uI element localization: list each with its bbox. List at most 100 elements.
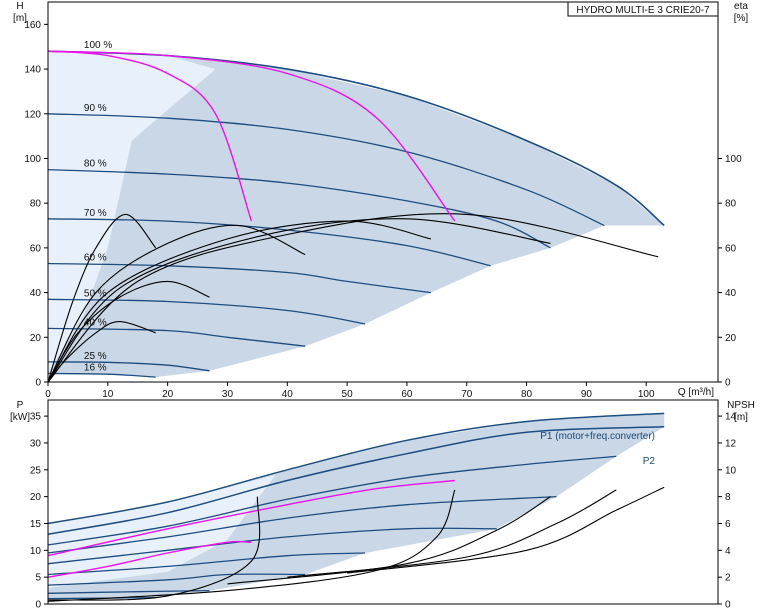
p2-series-label: P2 bbox=[643, 456, 656, 467]
npsh-y2-tick-label: 8 bbox=[725, 492, 731, 503]
power-curve bbox=[47, 455, 617, 546]
power-curve bbox=[47, 495, 557, 554]
x-tick-label: 50 bbox=[342, 389, 354, 400]
y-tick-label: 140 bbox=[24, 65, 41, 76]
y2-tick-labels: 0 20 40 60 80 100 bbox=[718, 154, 742, 389]
y2-axis-label-line1: eta bbox=[734, 1, 748, 12]
efficiency-curves bbox=[47, 213, 659, 383]
efficiency-curve bbox=[47, 280, 210, 383]
power-curve bbox=[47, 412, 665, 525]
speed-label: 60 % bbox=[84, 253, 107, 264]
efficiency-curve bbox=[47, 218, 551, 383]
limit-curve bbox=[47, 50, 456, 222]
limit-curve bbox=[47, 50, 253, 222]
npsh-y2-tick-label: 12 bbox=[725, 438, 737, 449]
y-tick-label: 120 bbox=[24, 109, 41, 120]
efficiency-curve bbox=[47, 220, 432, 383]
y-tick-label: 80 bbox=[30, 199, 42, 210]
npsh-curve bbox=[47, 489, 456, 602]
head-curve bbox=[47, 113, 605, 227]
head-efficiency-chart: 0 10 20 30 40 50 60 70 80 90 100 0 20 40 60 80 100 120 14… bbox=[13, 1, 748, 400]
power-curves bbox=[47, 412, 665, 600]
speed-label: 90 % bbox=[84, 103, 107, 114]
speed-label: 50 % bbox=[84, 288, 107, 299]
power-envelope bbox=[48, 413, 665, 599]
power-y-tick-label: 15 bbox=[30, 519, 42, 530]
y2-tick-label: 20 bbox=[725, 333, 737, 344]
limit-curves bbox=[47, 50, 456, 222]
speed-label: 40 % bbox=[84, 317, 107, 328]
npsh-y2-tick-label: 14 bbox=[725, 412, 737, 423]
power-curve bbox=[47, 552, 366, 576]
npsh-y2-tick-label: 0 bbox=[725, 600, 731, 611]
power-axis-label-line1: P bbox=[17, 400, 24, 411]
x-tick-label: 100 bbox=[638, 389, 655, 400]
npsh-curve bbox=[347, 486, 665, 574]
x-tick-label: 60 bbox=[401, 389, 413, 400]
y-tick-label: 20 bbox=[30, 333, 42, 344]
y-tick-label: 40 bbox=[30, 288, 42, 299]
power-y-tick-label: 0 bbox=[35, 600, 41, 611]
power-y-tick-label: 20 bbox=[30, 492, 42, 503]
x-tick-label: 90 bbox=[581, 389, 593, 400]
speed-label: 25 % bbox=[84, 351, 107, 362]
power-curve bbox=[47, 589, 210, 594]
y-axis-label-line2: [m] bbox=[13, 13, 27, 24]
power-y-tick-label: 25 bbox=[30, 465, 42, 476]
y-tick-labels: 0 20 40 60 80 100 120 140 160 bbox=[24, 20, 48, 389]
head-curve bbox=[47, 372, 156, 378]
y2-tick-label: 80 bbox=[725, 199, 737, 210]
efficiency-curve bbox=[47, 213, 659, 383]
head-curve bbox=[47, 327, 306, 347]
npsh-curve bbox=[47, 496, 261, 601]
x-tick-labels: 0 10 20 30 40 50 60 70 80 90 100 bbox=[45, 382, 655, 400]
power-limit-curve bbox=[47, 540, 252, 578]
x-axis-label: Q [m³/h] bbox=[678, 387, 714, 398]
power-axis-label-line2: [kW] bbox=[10, 412, 30, 423]
power-y-tick-label: 10 bbox=[30, 546, 42, 557]
power-plot-frame bbox=[47, 399, 719, 605]
speed-label: 80 % bbox=[84, 159, 107, 170]
power-y-tick-label: 35 bbox=[30, 412, 42, 423]
y2-tick-label: 100 bbox=[725, 154, 742, 165]
power-y-tick-label: 30 bbox=[30, 438, 42, 449]
head-curve bbox=[47, 361, 210, 372]
power-curve bbox=[47, 573, 306, 586]
npsh-y2-tick-label: 10 bbox=[725, 465, 737, 476]
npsh-axis-label-line2: [m] bbox=[734, 412, 748, 423]
head-curve bbox=[47, 298, 366, 325]
y2-tick-label: 0 bbox=[725, 378, 731, 389]
y-tick-label: 0 bbox=[35, 378, 41, 389]
chart-title: HYDRO MULTI-E 3 CRIE20-7 bbox=[576, 5, 710, 16]
npsh-y2-tick-label: 6 bbox=[725, 519, 731, 530]
npsh-y2-tick-labels: 0 2 4 6 8 10 12 14 bbox=[718, 412, 737, 611]
head-curve bbox=[47, 168, 551, 249]
npsh-y2-tick-label: 2 bbox=[725, 573, 731, 584]
x-tick-label: 80 bbox=[521, 389, 533, 400]
speed-label: 16 % bbox=[84, 363, 107, 374]
npsh-curve bbox=[227, 496, 551, 585]
power-y-tick-label: 5 bbox=[35, 573, 41, 584]
x-tick-label: 10 bbox=[102, 389, 114, 400]
x-tick-label: 30 bbox=[222, 389, 234, 400]
power-npsh-chart: 0 5 10 15 20 25 30 35 0 2 4 6 8 10 12 14 P [kW] NPSH [… bbox=[10, 399, 755, 611]
x-tick-label: 0 bbox=[45, 389, 51, 400]
npsh-curve bbox=[287, 489, 617, 578]
power-y-tick-labels: 0 5 10 15 20 25 30 35 bbox=[30, 412, 48, 611]
operating-envelope bbox=[48, 51, 665, 378]
head-plot-frame bbox=[47, 1, 719, 383]
power-limit-curves bbox=[47, 479, 455, 578]
power-envelope-light bbox=[48, 475, 276, 588]
y-tick-label: 60 bbox=[30, 243, 42, 254]
y2-tick-label: 60 bbox=[725, 243, 737, 254]
head-curves bbox=[47, 50, 665, 378]
npsh-y2-tick-label: 4 bbox=[725, 546, 731, 557]
y2-axis-label-line2: [%] bbox=[734, 13, 749, 24]
speed-labels: 100 % 90 % 80 % 70 % 60 % 50 % 40 % 25 %16 % bbox=[84, 40, 112, 373]
power-curve bbox=[47, 426, 665, 535]
y-tick-label: 160 bbox=[24, 20, 41, 31]
power-curve bbox=[47, 527, 497, 565]
envelope-light-fill bbox=[48, 51, 216, 374]
envelope-fill bbox=[48, 51, 665, 378]
